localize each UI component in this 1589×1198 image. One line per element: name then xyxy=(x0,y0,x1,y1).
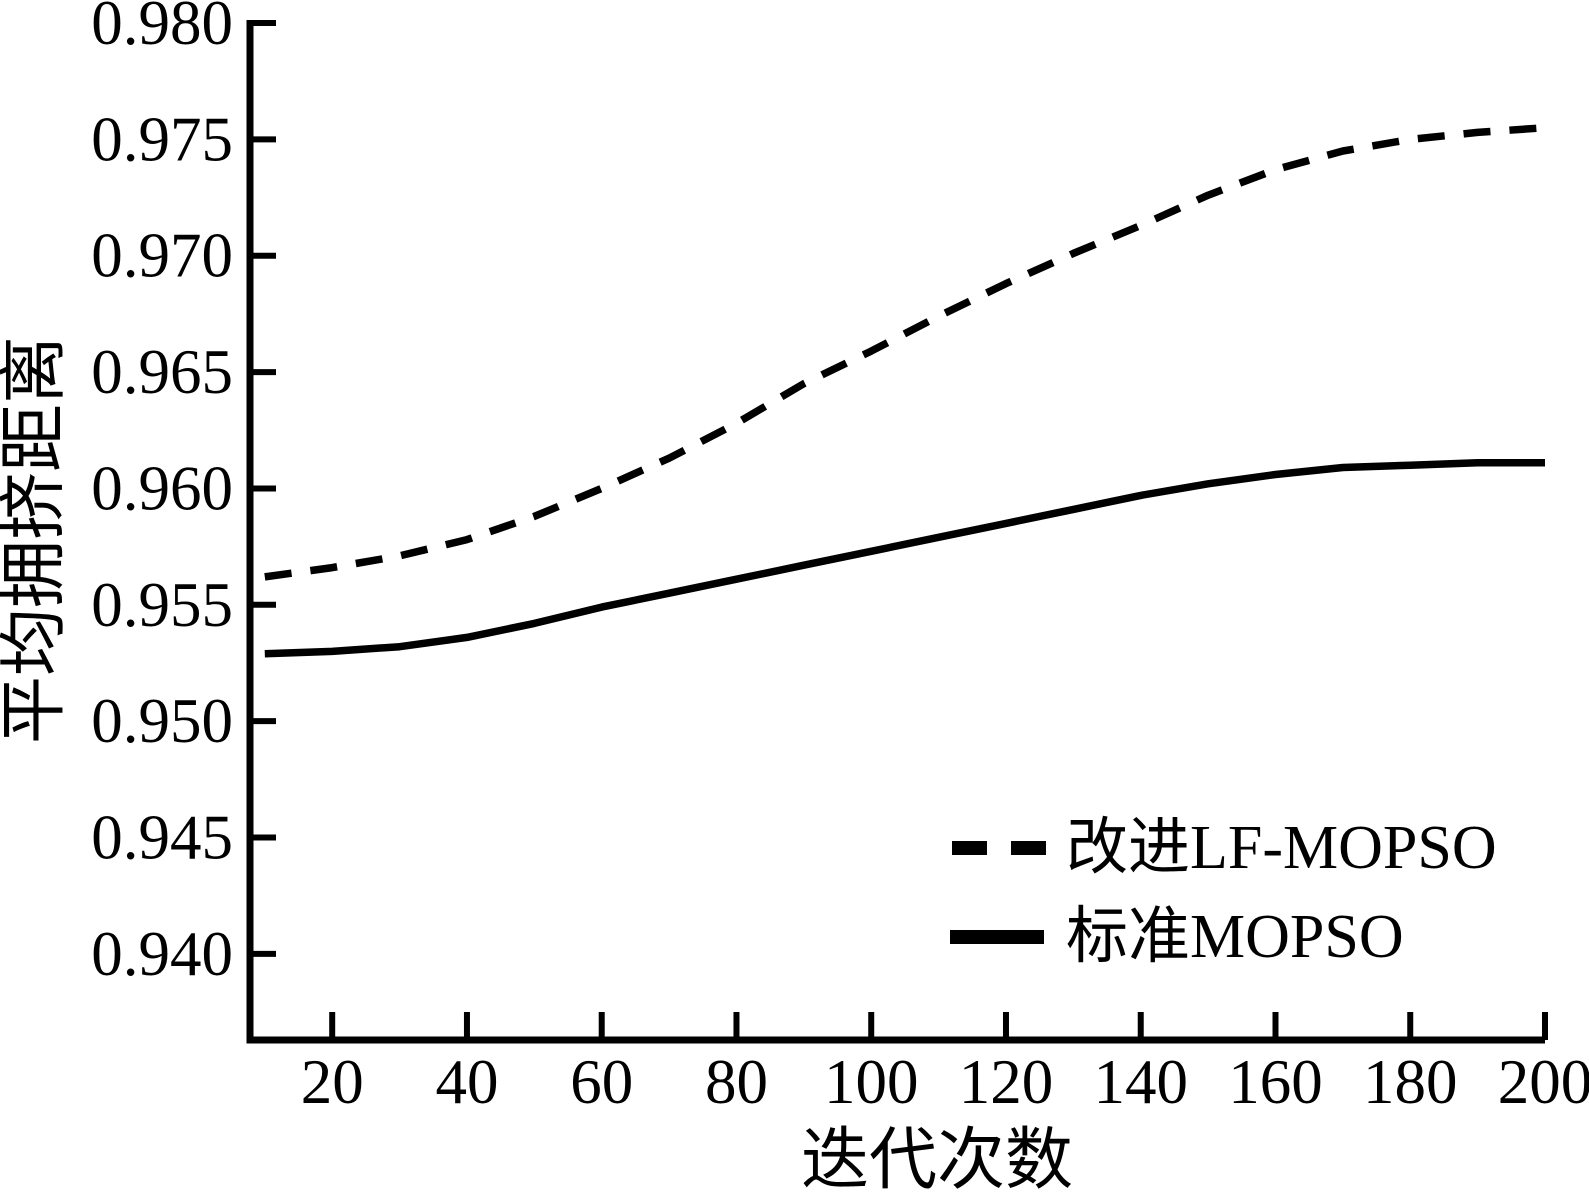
x-tick-label: 120 xyxy=(959,1047,1054,1117)
y-tick-label: 0.975 xyxy=(91,104,233,174)
x-tick-label: 140 xyxy=(1093,1047,1188,1117)
series-line-improved-lf-mopso xyxy=(264,123,1546,581)
axes-lines xyxy=(246,20,1545,1044)
x-tick-label: 100 xyxy=(824,1047,919,1117)
y-axis-title: 平均拥挤距离 xyxy=(0,336,72,744)
y-tick-label: 0.960 xyxy=(91,453,233,523)
legend: 改进LF-MOPSO 标准MOPSO xyxy=(950,814,1497,971)
y-tick-label: 0.965 xyxy=(91,337,233,407)
y-tick-label: 0.940 xyxy=(91,919,233,989)
legend-label-improved-lf-mopso: 改进LF-MOPSO xyxy=(1066,814,1497,882)
y-tick-label: 0.955 xyxy=(91,570,233,640)
data-series-lines xyxy=(264,123,1546,658)
x-tick-label: 200 xyxy=(1498,1047,1589,1117)
y-tick-label: 0.980 xyxy=(91,0,233,58)
series-line-standard-mopso xyxy=(264,459,1545,658)
x-axis-ticks xyxy=(329,1012,1548,1040)
x-tick-label: 40 xyxy=(435,1047,498,1117)
y-axis-ticks xyxy=(250,20,276,957)
x-tick-label: 160 xyxy=(1228,1047,1323,1117)
y-tick-label: 0.950 xyxy=(91,686,233,756)
y-tick-label: 0.945 xyxy=(91,803,233,873)
x-tick-label: 80 xyxy=(705,1047,768,1117)
x-tick-label: 20 xyxy=(301,1047,364,1117)
y-tick-label: 0.970 xyxy=(91,221,233,291)
x-tick-label: 180 xyxy=(1363,1047,1458,1117)
x-axis-title: 迭代次数 xyxy=(801,1122,1073,1198)
legend-label-standard-mopso: 标准MOPSO xyxy=(1066,903,1404,971)
y-axis-tick-labels: 0.940 0.945 0.950 0.955 0.960 0.965 0.970 0.975… xyxy=(91,0,233,989)
x-tick-label: 60 xyxy=(570,1047,633,1117)
x-axis-tick-labels: 20 40 60 80 100 120 140 160 180 200 xyxy=(301,1047,1589,1117)
